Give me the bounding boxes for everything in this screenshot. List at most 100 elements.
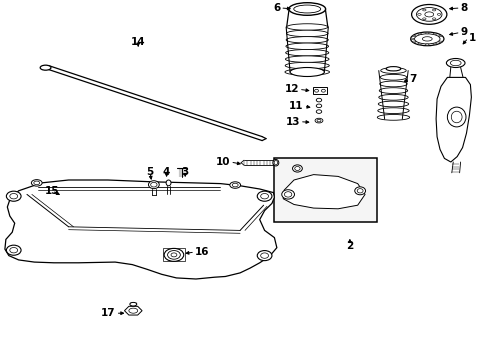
Ellipse shape [425,32,429,34]
Ellipse shape [6,245,21,255]
Ellipse shape [285,69,329,75]
Ellipse shape [317,110,322,113]
Ellipse shape [289,3,325,15]
Polygon shape [124,306,142,315]
Ellipse shape [439,35,442,37]
Ellipse shape [285,62,329,69]
Text: 10: 10 [216,157,230,167]
Ellipse shape [438,13,441,15]
Text: 9: 9 [461,27,468,37]
Ellipse shape [377,114,410,120]
Ellipse shape [418,43,421,45]
Bar [274,158,377,222]
Text: 7: 7 [410,74,417,84]
Text: 14: 14 [131,37,146,48]
Polygon shape [283,175,365,209]
Ellipse shape [290,68,324,77]
Ellipse shape [129,308,138,313]
Text: 16: 16 [195,247,210,257]
Ellipse shape [294,166,300,171]
Ellipse shape [433,33,437,35]
Ellipse shape [379,88,408,94]
Ellipse shape [286,49,329,56]
Ellipse shape [413,35,416,37]
Ellipse shape [411,38,414,40]
Ellipse shape [273,159,279,166]
Ellipse shape [315,118,323,123]
Ellipse shape [380,75,407,80]
Ellipse shape [415,34,440,44]
Ellipse shape [418,33,421,35]
Ellipse shape [412,4,447,24]
Text: 15: 15 [45,186,59,196]
Ellipse shape [425,12,434,17]
Ellipse shape [257,191,272,201]
Ellipse shape [274,161,277,165]
Ellipse shape [425,44,429,45]
Text: 6: 6 [273,3,280,13]
Ellipse shape [446,58,465,68]
Ellipse shape [317,120,321,122]
Ellipse shape [40,65,51,70]
Ellipse shape [148,181,159,189]
Ellipse shape [379,94,408,100]
Ellipse shape [285,56,329,62]
Text: 2: 2 [346,240,353,251]
Ellipse shape [261,194,269,199]
Ellipse shape [378,101,409,107]
Ellipse shape [411,32,444,46]
Ellipse shape [315,89,318,92]
Ellipse shape [261,253,269,258]
Ellipse shape [284,192,292,197]
Ellipse shape [257,251,272,261]
Ellipse shape [166,180,171,186]
Ellipse shape [6,191,21,201]
Ellipse shape [34,181,40,185]
Ellipse shape [171,253,177,257]
Ellipse shape [381,68,406,73]
Text: 3: 3 [182,167,189,177]
Ellipse shape [317,98,322,102]
Ellipse shape [433,9,436,11]
Ellipse shape [31,180,42,186]
Ellipse shape [357,189,363,193]
Ellipse shape [439,41,442,42]
Ellipse shape [417,13,421,15]
Ellipse shape [378,108,409,113]
Ellipse shape [232,183,238,187]
Ellipse shape [422,18,426,20]
Polygon shape [436,77,471,162]
Ellipse shape [433,18,436,20]
Ellipse shape [293,165,302,172]
Ellipse shape [151,182,157,187]
Bar [163,248,185,261]
Ellipse shape [355,187,366,195]
Ellipse shape [450,60,461,66]
Ellipse shape [433,43,437,45]
Ellipse shape [230,182,241,188]
Ellipse shape [380,81,407,87]
Ellipse shape [10,248,18,253]
Ellipse shape [416,8,442,21]
Ellipse shape [286,43,328,50]
Text: 13: 13 [285,117,300,127]
Ellipse shape [317,104,322,108]
Text: 17: 17 [101,308,116,318]
Ellipse shape [422,37,432,41]
Ellipse shape [413,41,416,42]
Ellipse shape [422,9,426,11]
Ellipse shape [321,89,325,92]
Text: 11: 11 [289,101,304,111]
Text: 12: 12 [284,84,299,94]
Ellipse shape [286,37,328,43]
Ellipse shape [130,302,137,306]
Ellipse shape [10,194,18,199]
Bar [313,87,327,94]
Ellipse shape [294,5,320,13]
Ellipse shape [282,190,294,199]
Ellipse shape [168,251,180,259]
Ellipse shape [386,67,401,71]
Text: 8: 8 [461,3,468,13]
Text: 1: 1 [468,33,476,43]
Text: 4: 4 [163,167,171,177]
